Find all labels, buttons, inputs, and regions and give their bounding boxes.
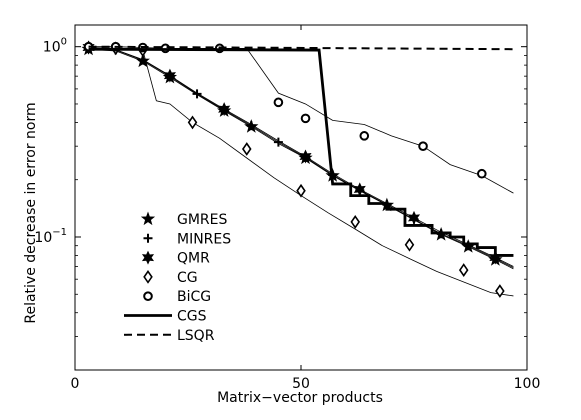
x-axis-label: Matrix−vector products	[217, 390, 383, 406]
legend-swatch-cg	[143, 269, 153, 284]
legend-swatch-minres	[143, 233, 153, 243]
legend-item-qmr: QMR	[141, 250, 210, 267]
legend-label-cgs: CGS	[177, 309, 207, 325]
data-point-bicg	[300, 113, 311, 124]
axes: 0 50 100 100 10−1	[34, 24, 541, 392]
legend-item-gmres: GMRES	[140, 211, 228, 228]
data-point-minres	[246, 121, 256, 131]
legend-label-qmr: QMR	[177, 251, 210, 267]
series-line-cgs	[88, 47, 514, 257]
legend-item-minres: MINRES	[143, 231, 231, 247]
data-point-qmr	[353, 182, 366, 197]
legend-swatch-bicg	[143, 291, 153, 302]
data-point-cg	[404, 237, 415, 252]
data-point-bicg	[273, 97, 284, 108]
data-point-cg	[458, 263, 469, 277]
series-line-cg	[88, 47, 514, 297]
data-point-qmr	[489, 250, 502, 265]
data-point-cg	[296, 183, 306, 198]
legend-label-bicg: BiCG	[177, 289, 211, 305]
plot-area	[81, 40, 514, 298]
data-point-cg	[350, 215, 361, 229]
y-axis-label: Relative decrease in error norm	[23, 102, 39, 323]
data-point-qmr	[299, 149, 312, 164]
x-tick-label: 50	[292, 376, 310, 392]
x-tick-label: 100	[514, 376, 541, 392]
data-point-qmr	[218, 102, 231, 117]
legend-item-cg: CG	[143, 269, 198, 286]
data-point-bicg	[418, 141, 428, 151]
legend-swatch-gmres	[140, 211, 156, 226]
data-point-bicg	[477, 168, 487, 179]
legend-item-cgs: CGS	[124, 309, 207, 325]
series-gmres	[81, 41, 514, 270]
legend-label-minres: MINRES	[177, 231, 231, 247]
data-point-minres	[192, 89, 202, 99]
series-line-lsqr	[88, 45, 514, 51]
legend-label-lsqr: LSQR	[177, 328, 215, 344]
data-point-cg	[241, 142, 252, 156]
series-lsqr	[88, 45, 514, 51]
legend-item-lsqr: LSQR	[124, 328, 215, 344]
data-point-cg	[187, 115, 198, 130]
data-point-qmr	[407, 210, 421, 225]
data-point-bicg	[359, 131, 370, 141]
legend-label-cg: CG	[177, 270, 198, 286]
legend: GMRES MINRES QMR CG BiCG CGS LSQR	[124, 211, 231, 344]
legend-item-bicg: BiCG	[143, 289, 211, 305]
y-tick-label: 10−1	[34, 227, 67, 246]
x-tick-label: 0	[71, 376, 80, 392]
legend-swatch-qmr	[141, 250, 155, 265]
data-point-qmr	[163, 68, 176, 83]
legend-label-gmres: GMRES	[177, 212, 228, 228]
series-bicg	[83, 41, 514, 194]
data-point-cg	[495, 284, 505, 298]
y-tick-label: 100	[43, 37, 67, 56]
series-cgs	[88, 47, 514, 257]
